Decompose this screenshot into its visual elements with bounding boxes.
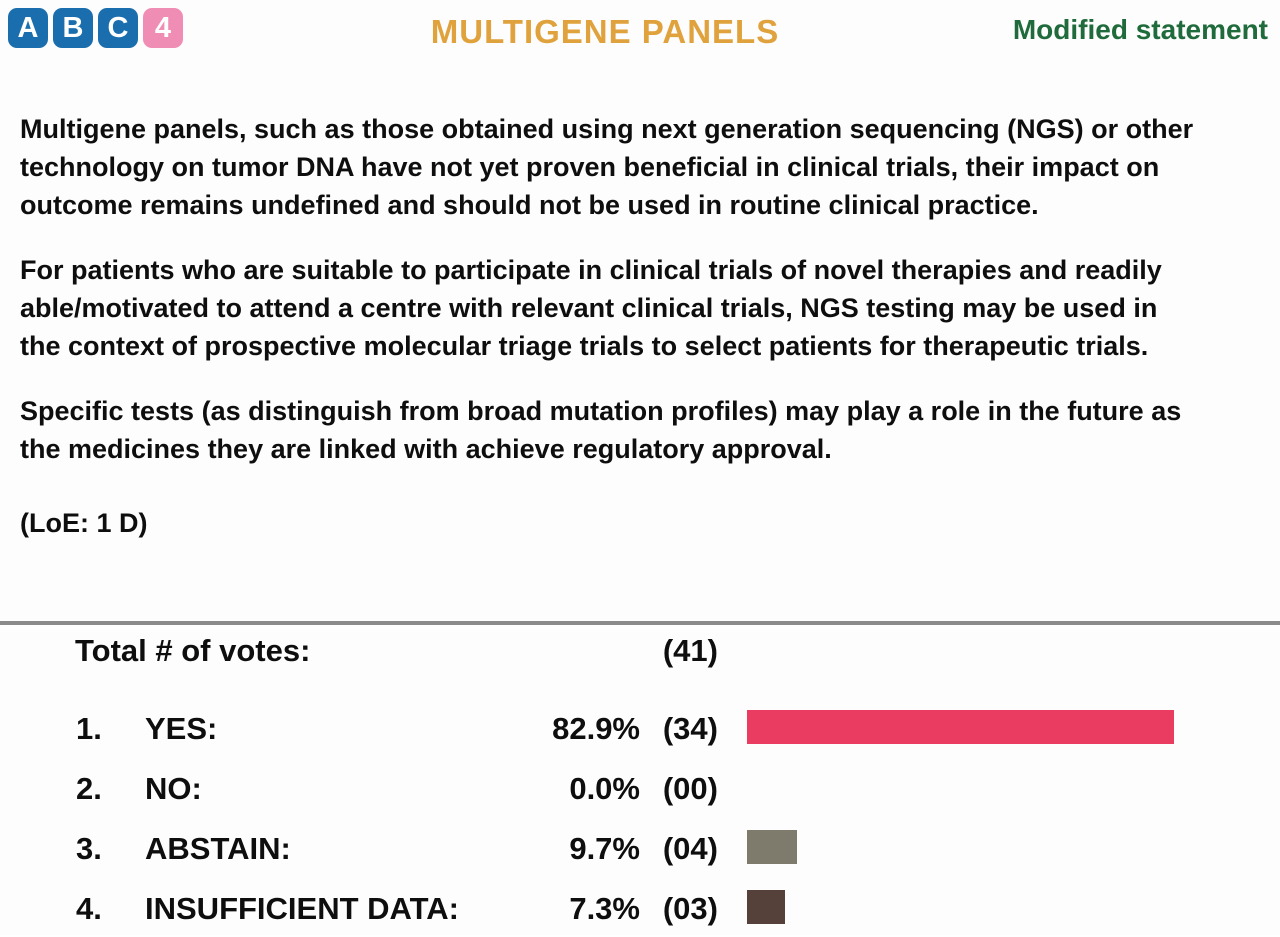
- vote-rank: 3.: [76, 831, 102, 866]
- vote-options-list: 1. YES: 82.9% (34) 2. NO: 0.0% (00) 3. ABSTAIN: 9.…: [0, 697, 1280, 937]
- statement-paragraph-3: Specific tests (as distinguish from broa…: [20, 396, 1182, 464]
- statement-paragraph-2: For patients who are suitable to partici…: [20, 255, 1162, 361]
- total-votes-label: Total # of votes:: [75, 633, 311, 668]
- total-votes-count: (41): [662, 633, 718, 668]
- vote-count: (03): [662, 891, 718, 926]
- vote-percentage: 0.0%: [569, 771, 640, 806]
- vote-count: (00): [662, 771, 718, 806]
- divider: [0, 621, 1280, 625]
- page-title: MULTIGENE PANELS: [430, 13, 780, 50]
- vote-bar: [747, 830, 797, 864]
- vote-rank: 2.: [76, 771, 102, 806]
- vote-percentage: 82.9%: [552, 711, 640, 746]
- vote-results: Total # of votes: (41) 1. YES: 82.9% (34) 2.…: [0, 617, 1280, 937]
- vote-percentage: 9.7%: [569, 831, 640, 866]
- vote-count: (04): [662, 831, 718, 866]
- modified-statement-label: Modified statement: [1012, 14, 1268, 45]
- vote-rank: 1.: [76, 711, 102, 746]
- vote-bar: [747, 710, 1174, 744]
- statement-paragraph-1: Multigene panels, such as those obtained…: [20, 114, 1194, 220]
- logo-tile-a: A: [8, 8, 48, 48]
- statement-text: Multigene panels, such as those obtained…: [20, 110, 1205, 542]
- vote-rank: 4.: [76, 891, 102, 926]
- vote-row-2: 2. NO: 0.0% (00): [0, 757, 1280, 817]
- vote-bar: [747, 890, 785, 924]
- vote-row-4: 4. INSUFFICIENT DATA: 7.3% (03): [0, 877, 1280, 937]
- vote-percentage: 7.3%: [569, 891, 640, 926]
- vote-row-3: 3. ABSTAIN: 9.7% (04): [0, 817, 1280, 877]
- vote-option-label: INSUFFICIENT DATA:: [145, 891, 459, 926]
- logo-tile-b: B: [53, 8, 93, 48]
- level-of-evidence: (LoE: 1 D): [20, 508, 148, 538]
- vote-option-label: NO:: [145, 771, 202, 806]
- logo-tile-c: C: [98, 8, 138, 48]
- vote-option-label: YES:: [145, 711, 218, 746]
- total-votes-row: Total # of votes: (41): [0, 627, 1280, 677]
- logo-tile-4: 4: [143, 8, 183, 48]
- vote-option-label: ABSTAIN:: [145, 831, 291, 866]
- vote-row-1: 1. YES: 82.9% (34): [0, 697, 1280, 757]
- vote-count: (34): [662, 711, 718, 746]
